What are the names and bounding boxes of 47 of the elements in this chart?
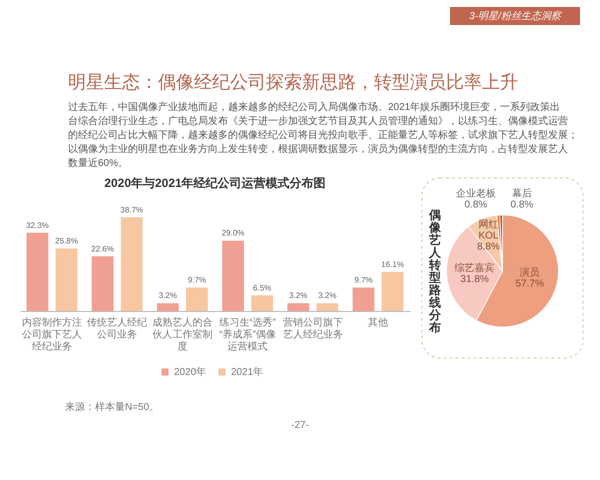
legend-label: 2020年 [174,366,206,378]
data-label: 9.7% [354,276,373,284]
text: 明星生态：偶像经纪公司探索新思路，转型演员比率上升 [68,72,518,92]
source-note: 来源：样本量N=50。 [65,401,160,413]
slice-label: 企业老板 [456,188,496,200]
bar [352,288,374,311]
bar [26,232,48,311]
x-tick-label: 练习生“选秀”“养成系”偶像运营模式 [219,316,276,352]
bar [382,272,404,311]
data-label: 0.8% [510,200,534,211]
data-label: 22.6% [91,244,114,254]
bar [287,303,310,311]
chart-title: 2020年与2021年经纪公司运营模式分布图 [104,176,326,190]
slice-label: 综艺嘉宾 [454,262,495,274]
x-tick-label: 其他 [368,316,388,328]
text: 过去五年，中国偶像产业拔地而起，越来越多的经纪公司入局偶像市场。2021年娱乐圈环境巨变，一系列政策出台综合治理行业生态，广电总局发布《关于进一步加强文艺节目及其人员管理的通知》，以练习生、偶像模式运营的经纪公司占比大幅下降，越来越多的偶像经纪公司将目光投向歌手、正能量艺人等标签，试求旗下艺人转型发展；以偶像为主业的明星也在业务方向上发生转变，根据调研数据显示，演员为偶像转型的主流方向，占转型发展艺人数量近60%。 [68,101,578,169]
chart-title: 偶像艺人转型路线分布 [429,208,441,334]
bar [186,288,208,311]
data-label: 3.2% [318,291,336,300]
bar [316,303,338,311]
slice-label: 幕后 [512,188,532,200]
x-tick-label: 营销公司旗下艺人经纪业务 [282,316,343,340]
data-label: 3.2% [158,291,177,300]
text: 3-明星/粉丝生态洞察 [469,10,562,22]
x-tick-label: 传统艺人经纪公司业务 [87,316,148,340]
text: -27- [291,420,309,431]
data-label: 38.7% [120,205,144,214]
bar [92,256,114,311]
slice-label: 演员 [520,266,540,278]
bar [120,217,143,311]
data-label: 29.0% [222,228,244,238]
bar [222,240,244,311]
bar [251,295,274,311]
data-label: 3.2% [289,291,308,300]
bar [56,248,78,311]
data-label: 6.5% [253,283,272,292]
data-label: 57.7% [515,278,544,290]
x-tick-label: 成熟艺人的合伙人工作室制度 [152,316,212,352]
x-tick-label: 内容制作方注公司旗下艺人经纪业务 [22,316,82,352]
data-label: 9.7% [188,276,206,284]
data-label: 16.1% [381,260,404,269]
bar [156,303,179,311]
data-label: 32.3% [26,220,49,230]
legend-label: 2021年 [231,366,264,378]
data-label: 0.8% [464,200,488,211]
data-label: 31.8% [460,274,489,285]
data-label: 25.8% [55,236,78,246]
